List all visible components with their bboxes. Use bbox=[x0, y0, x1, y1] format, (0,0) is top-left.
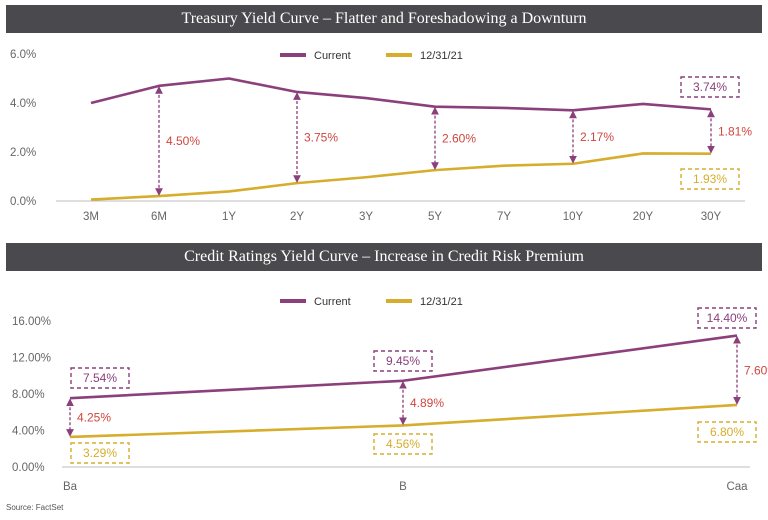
y-tick-label: 4.0% bbox=[10, 98, 36, 110]
spread-label-5y: 2.60% bbox=[442, 131, 476, 145]
value-label-12-31-21-b: 4.56% bbox=[386, 437, 420, 451]
value-box-current-30y bbox=[680, 76, 740, 98]
value-box-current-caa bbox=[697, 307, 757, 329]
y-tick-label: 0.00% bbox=[12, 462, 45, 474]
legend-label-12-31-21: 12/31/21 bbox=[420, 50, 463, 62]
y-tick-label: 6.0% bbox=[10, 49, 36, 61]
value-label-current-caa: 14.40% bbox=[707, 311, 748, 325]
x-tick-label-3m: 3M bbox=[83, 211, 99, 223]
credit-ratings-yield-chart: Current 12/31/21 0.00% 4.00% 8.00% 12.00% 16.0… bbox=[12, 296, 768, 493]
value-label-current-30y: 3.74% bbox=[693, 80, 727, 94]
spread-label-6m: 4.50% bbox=[166, 134, 200, 148]
value-box-12-31-21-b bbox=[373, 433, 433, 455]
series-line-current bbox=[90, 77, 712, 112]
x-tick-label-ba: Ba bbox=[63, 481, 78, 493]
value-box-12-31-21-ba bbox=[70, 442, 130, 464]
y-tick-label: 8.00% bbox=[12, 389, 45, 401]
legend-label-current: Current bbox=[314, 296, 351, 308]
source-note: Source: FactSet bbox=[6, 503, 64, 512]
value-label-12-31-21-ba: 3.29% bbox=[83, 446, 117, 460]
spread-label-caa: 7.60% bbox=[744, 363, 768, 377]
spread-label-10y: 2.17% bbox=[580, 130, 614, 144]
series-line-current bbox=[69, 334, 738, 400]
y-tick-label: 4.00% bbox=[12, 426, 45, 438]
credit-chart-title: Credit Ratings Yield Curve – Increase in… bbox=[6, 243, 762, 271]
spread-label-2y: 3.75% bbox=[304, 131, 338, 145]
value-box-12-31-21-caa bbox=[697, 421, 757, 443]
value-label-current-b: 9.45% bbox=[386, 354, 420, 368]
treasury-yield-chart: Current 12/31/21 0.0% 2.0% 4.0% 6.0% 3M 6M 1Y 2Y 3… bbox=[10, 49, 752, 223]
x-tick-label-2y: 2Y bbox=[290, 211, 304, 223]
y-tick-label: 2.0% bbox=[10, 147, 36, 159]
x-tick-label-1y: 1Y bbox=[222, 211, 236, 223]
value-box-current-ba bbox=[70, 367, 130, 389]
x-tick-label-20y: 20Y bbox=[633, 211, 654, 223]
x-tick-label-5y: 5Y bbox=[428, 211, 442, 223]
x-tick-label-b: B bbox=[399, 481, 407, 493]
value-box-12-31-21-30y bbox=[680, 168, 740, 190]
value-box-current-b bbox=[373, 350, 433, 372]
series-line-12-31-21 bbox=[69, 403, 738, 439]
value-label-12-31-21-30y: 1.93% bbox=[693, 172, 727, 186]
x-tick-label-10y: 10Y bbox=[563, 211, 584, 223]
legend-label-current: Current bbox=[314, 50, 351, 62]
x-tick-label-3y: 3Y bbox=[359, 211, 373, 223]
value-label-current-ba: 7.54% bbox=[83, 371, 117, 385]
spread-label-ba: 4.25% bbox=[77, 411, 111, 425]
treasury-chart-title: Treasury Yield Curve – Flatter and Fores… bbox=[6, 5, 762, 33]
x-tick-label-caa: Caa bbox=[726, 481, 748, 493]
series-line-12-31-21 bbox=[90, 152, 712, 201]
legend-label-12-31-21: 12/31/21 bbox=[420, 296, 463, 308]
spread-label-b: 4.89% bbox=[410, 396, 444, 410]
y-tick-label: 12.00% bbox=[12, 353, 51, 365]
y-tick-label: 16.00% bbox=[12, 316, 51, 328]
y-tick-label: 0.0% bbox=[10, 196, 36, 208]
x-tick-label-30y: 30Y bbox=[701, 211, 722, 223]
value-label-12-31-21-caa: 6.80% bbox=[710, 425, 744, 439]
x-tick-label-7y: 7Y bbox=[497, 211, 511, 223]
x-tick-label-6m: 6M bbox=[151, 211, 167, 223]
spread-label-30y: 1.81% bbox=[718, 125, 752, 139]
